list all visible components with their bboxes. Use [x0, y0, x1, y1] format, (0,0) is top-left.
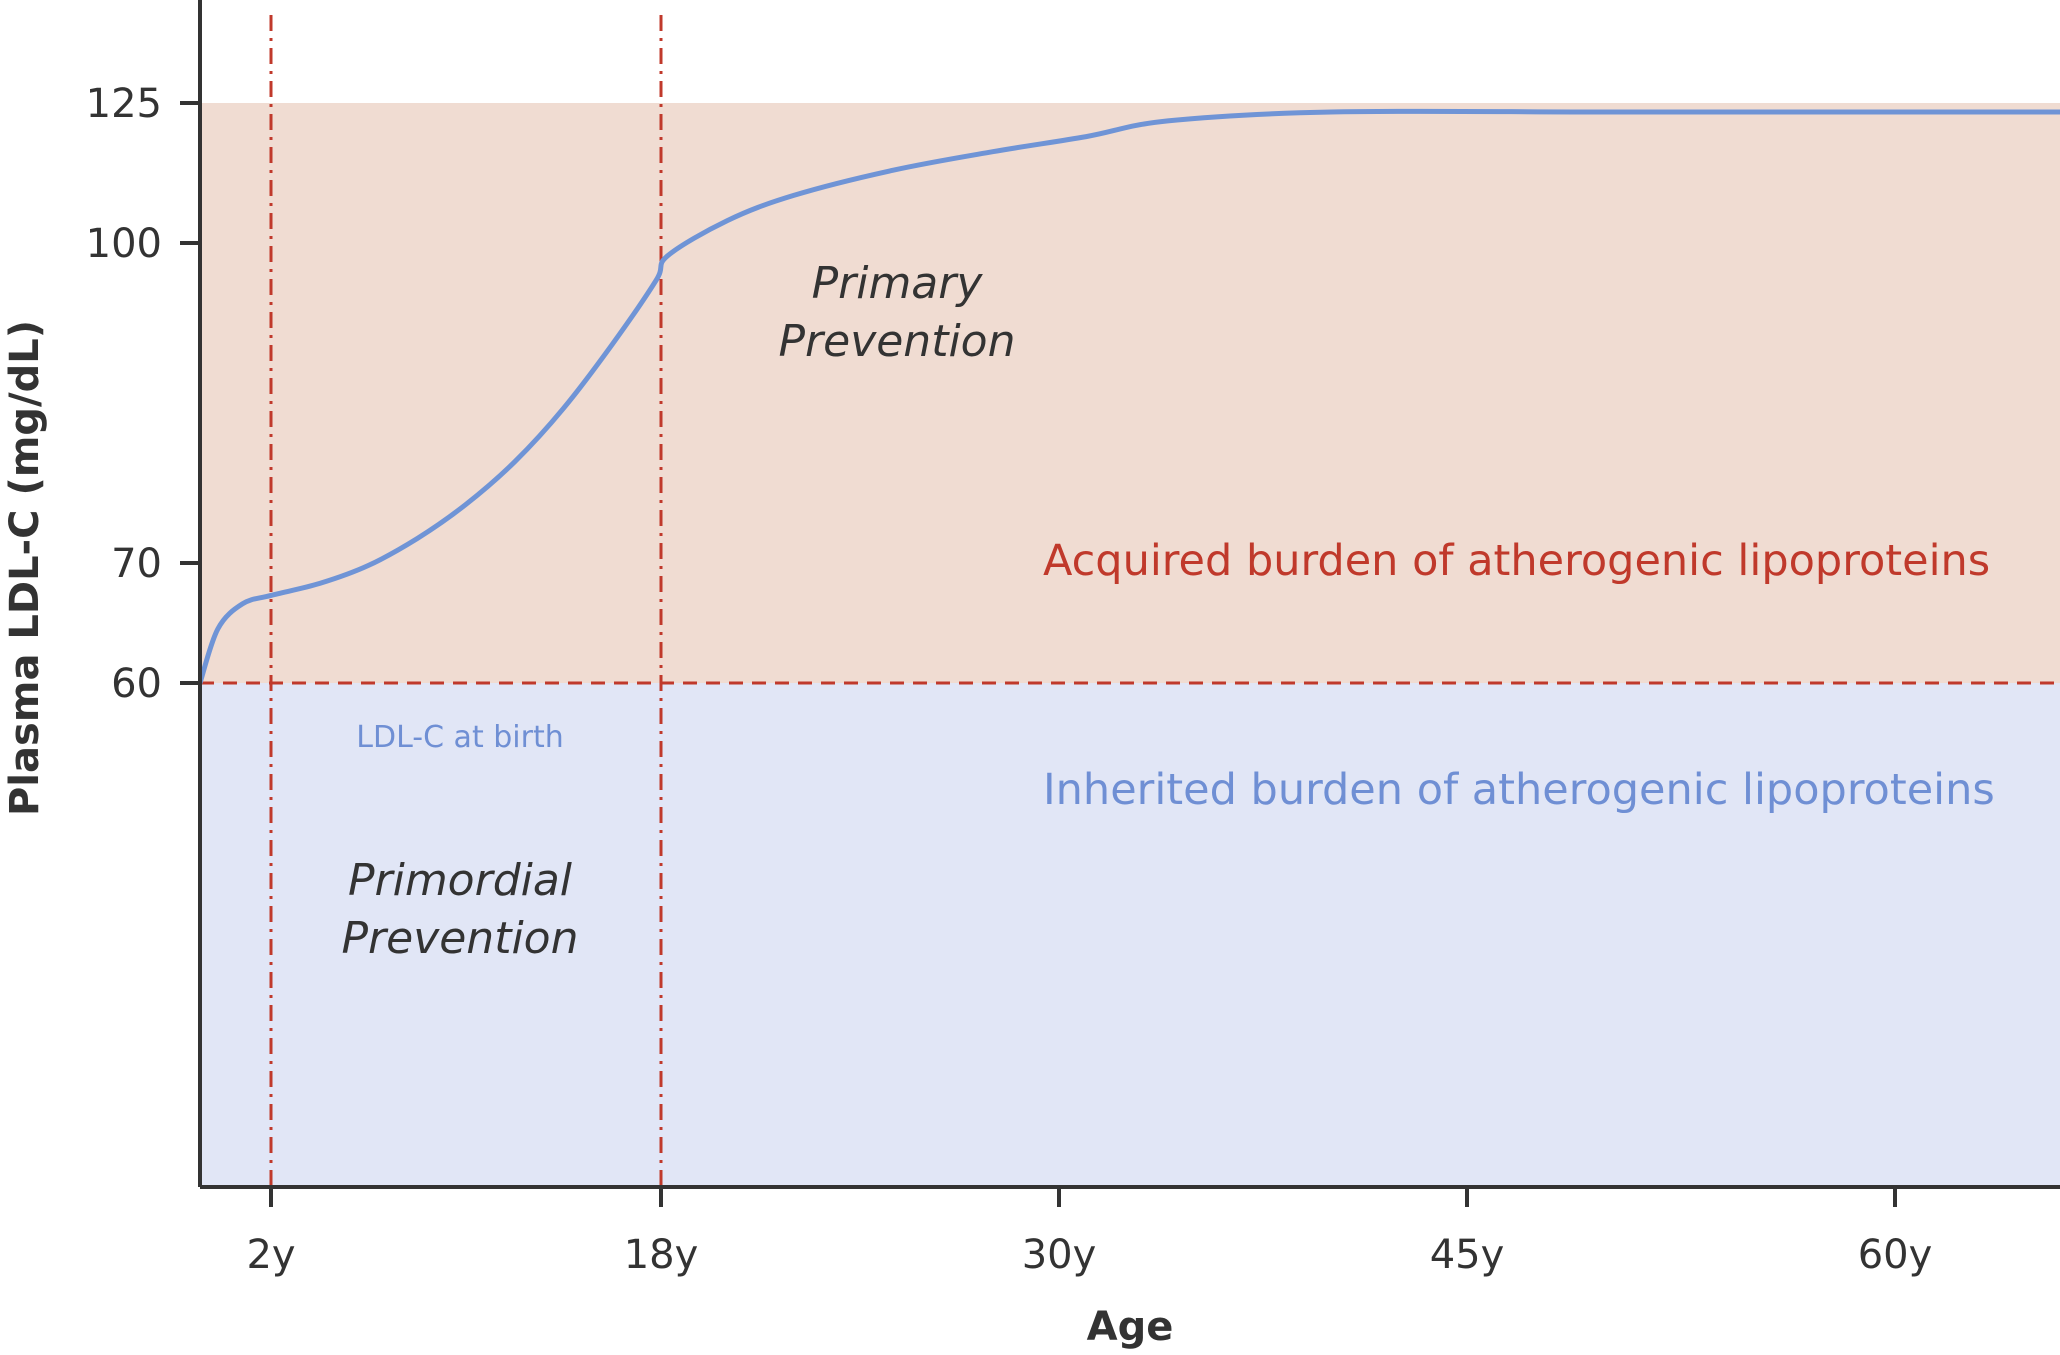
inherited-burden-region: [200, 683, 2060, 1187]
inherited-burden-label: Inherited burden of atherogenic lipoprot…: [1043, 765, 1995, 815]
acquired-burden-region: [200, 103, 2060, 683]
y-tick-label: 70: [111, 541, 162, 587]
y-tick-label: 100: [86, 221, 162, 267]
primary-prevention-line-1: Primary: [812, 258, 984, 309]
primary-prevention-line-2: Prevention: [779, 316, 1016, 367]
x-tick-label: 18y: [624, 1232, 699, 1278]
x-tick-label: 45y: [1430, 1232, 1505, 1278]
ldl-curve: [197, 108, 2060, 686]
ldl-at-birth-label: LDL-C at birth: [356, 720, 563, 755]
y-ticks: 60 70 100 125: [86, 81, 200, 707]
x-axis-title: Age: [1087, 1304, 1174, 1350]
x-tick-label: 2y: [246, 1232, 295, 1278]
y-tick-label: 60: [111, 661, 162, 707]
x-tick-label: 30y: [1022, 1232, 1097, 1278]
x-ticks: 2y 18y 30y 45y 60y: [246, 1187, 1932, 1278]
y-axis-title: Plasma LDL-C (mg/dL): [2, 320, 48, 816]
primordial-prevention-line-1: Primordial: [348, 855, 573, 906]
y-tick-label: 125: [86, 81, 162, 127]
acquired-burden-label: Acquired burden of atherogenic lipoprote…: [1043, 536, 1990, 586]
x-tick-label: 60y: [1858, 1232, 1933, 1278]
primordial-prevention-line-2: Prevention: [342, 913, 579, 964]
